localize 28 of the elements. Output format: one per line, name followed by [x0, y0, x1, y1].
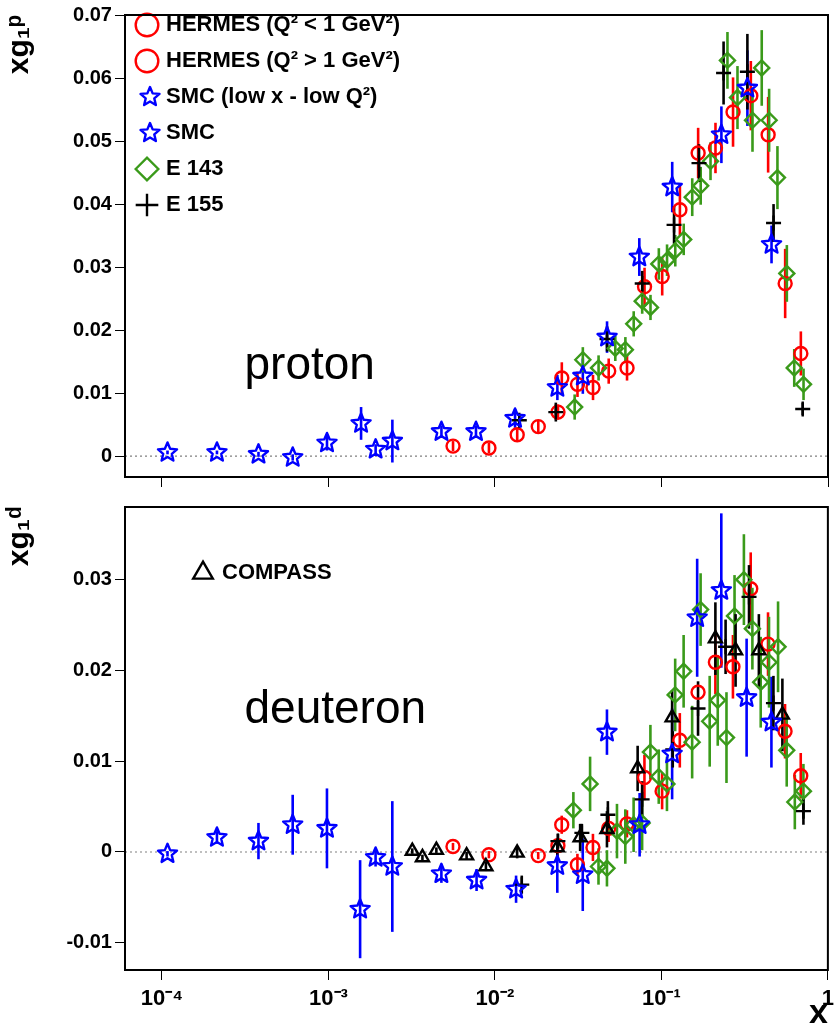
y-axis-title: xg₁ᵖ — [1, 15, 35, 75]
legend-label: SMC — [166, 119, 215, 145]
legend-label: E 143 — [166, 155, 224, 181]
annotation: proton — [244, 336, 375, 389]
x-tick-label: 10⁻⁴ — [140, 985, 184, 1011]
y-tick-label: 0.03 — [73, 254, 112, 277]
y-axis-title: xg₁ᵈ — [1, 507, 35, 567]
y-tick-label: 0.02 — [73, 657, 112, 680]
x-tick-label: 10⁻² — [475, 985, 515, 1011]
y-tick-label: 0.02 — [73, 317, 112, 340]
annotation: deuteron — [244, 681, 427, 734]
legend-label: HERMES (Q² < 1 GeV²) — [166, 11, 401, 37]
y-tick-label: 0.05 — [73, 128, 112, 151]
y-tick-label: 0.01 — [73, 380, 112, 403]
y-tick-label: 0.01 — [73, 748, 112, 771]
y-tick-label: -0.01 — [66, 930, 112, 953]
y-tick-label: 0.07 — [73, 2, 112, 25]
y-tick-label: 0.04 — [73, 191, 113, 214]
legend-label: HERMES (Q² > 1 GeV²) — [166, 47, 401, 73]
y-tick-label: 0.03 — [73, 567, 112, 590]
legend-label: COMPASS — [222, 559, 332, 585]
x-tick-label: 10⁻³ — [309, 985, 348, 1011]
legend-label: SMC (low x - low Q²) — [166, 83, 378, 109]
y-tick-label: 0 — [100, 839, 112, 862]
legend-label: E 155 — [166, 191, 224, 217]
x-tick-label: 10⁻¹ — [642, 985, 681, 1011]
y-tick-label: 0 — [100, 443, 112, 466]
y-tick-label: 0.06 — [73, 65, 112, 88]
